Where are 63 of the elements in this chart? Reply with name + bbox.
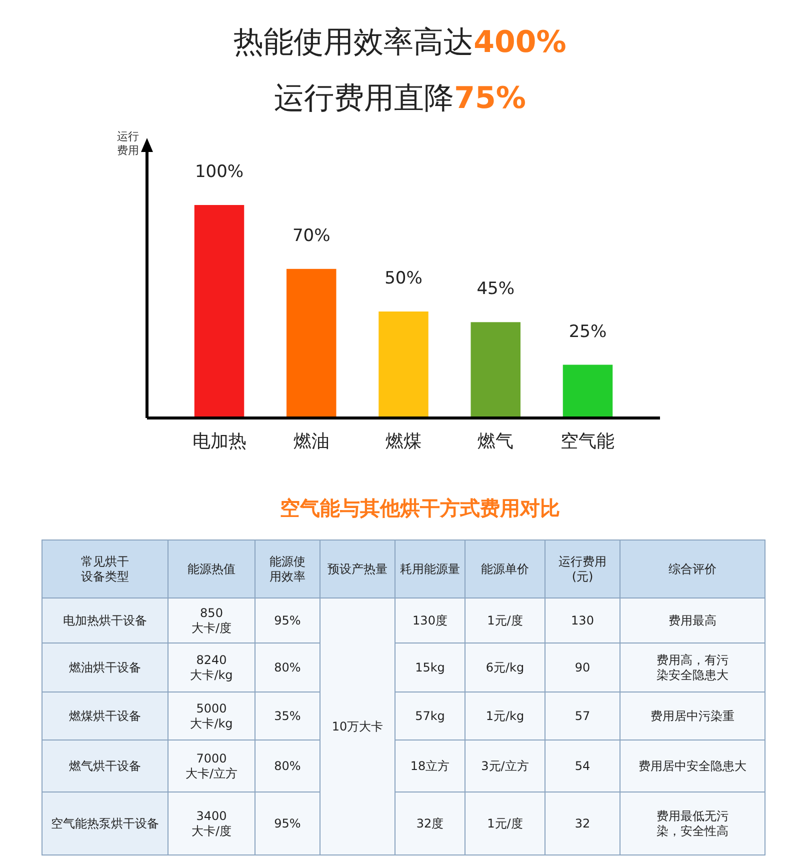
category-label: 运行费用 (元): [558, 554, 606, 584]
category-label: 能源使用效率: [270, 554, 306, 584]
category-label: 综合评价: [668, 562, 716, 576]
text: 7000 大卡/立方: [185, 752, 238, 781]
text: 32度: [416, 816, 444, 831]
data-label: 45%: [476, 279, 515, 300]
text: 费用最高: [668, 614, 716, 628]
text: 35%: [274, 709, 301, 724]
text: 空气能与其他烘干方式费用对比: [280, 496, 560, 520]
data-label: 25%: [568, 322, 607, 342]
text: 燃气烘干设备: [69, 759, 141, 774]
data-label: 70%: [292, 226, 330, 246]
text: 90: [574, 660, 590, 675]
category-label: 能源单价: [481, 562, 529, 576]
text: 3元/立方: [481, 759, 529, 774]
text: 32: [574, 816, 590, 831]
text: 空气能热泵烘干设备: [51, 816, 159, 831]
text: 燃油烘干设备: [69, 660, 141, 675]
text: 5000 大卡/kg: [190, 702, 233, 731]
text: 15kg: [415, 660, 445, 675]
text: 130度: [412, 614, 448, 628]
bar: [562, 364, 613, 418]
text: 18立方: [410, 759, 450, 774]
text: 80%: [274, 660, 301, 675]
data-label: 100%: [194, 162, 244, 182]
text: 54: [574, 759, 590, 774]
text: 57kg: [415, 709, 445, 724]
text: 850 大卡/度: [191, 606, 232, 636]
bar: [378, 312, 428, 418]
text: 电加热烘干设备: [63, 614, 147, 628]
text: 80%: [274, 759, 301, 774]
text: 费用最低无污染，安全性高: [656, 809, 728, 838]
bar: [470, 322, 520, 418]
y-axis-title: 运行费用: [117, 130, 139, 157]
category-label: 能源热值: [188, 562, 236, 576]
text: 130: [571, 614, 594, 628]
x-tick-label: 电加热: [192, 431, 246, 452]
text: 费用居中安全隐患大: [638, 759, 746, 774]
category-label: 常见烘干设备类型: [81, 554, 129, 584]
text: 燃煤烘干设备: [69, 709, 141, 724]
bar: [194, 205, 244, 418]
x-tick-label: 燃煤: [386, 431, 422, 452]
text: 1元/度: [487, 614, 523, 628]
text: 95%: [274, 614, 301, 628]
text: 1元/度: [487, 816, 523, 831]
text: 8240 大卡/kg: [190, 653, 233, 682]
x-tick-label: 燃油: [293, 431, 330, 452]
bar: [286, 268, 336, 418]
data-label: 50%: [384, 268, 422, 288]
text: 95%: [274, 816, 301, 831]
x-tick-label: 空气能: [560, 431, 615, 452]
chart-subtitle: 运行费用直降75%: [274, 81, 526, 116]
text: 10万大卡: [332, 720, 384, 734]
category-label: 预设产热量: [328, 562, 388, 576]
text: 费用高，有污染安全隐患大: [656, 653, 728, 682]
text: 6元/kg: [486, 660, 524, 675]
text: 1元/kg: [486, 709, 524, 724]
category-label: 耗用能源量: [400, 562, 460, 576]
text: 57: [574, 709, 590, 724]
x-tick-label: 燃气: [478, 431, 514, 452]
text: 3400 大卡/度: [191, 809, 232, 838]
text: 费用居中污染重: [650, 709, 734, 724]
chart-title: 热能使用效率高达400%: [234, 25, 566, 60]
